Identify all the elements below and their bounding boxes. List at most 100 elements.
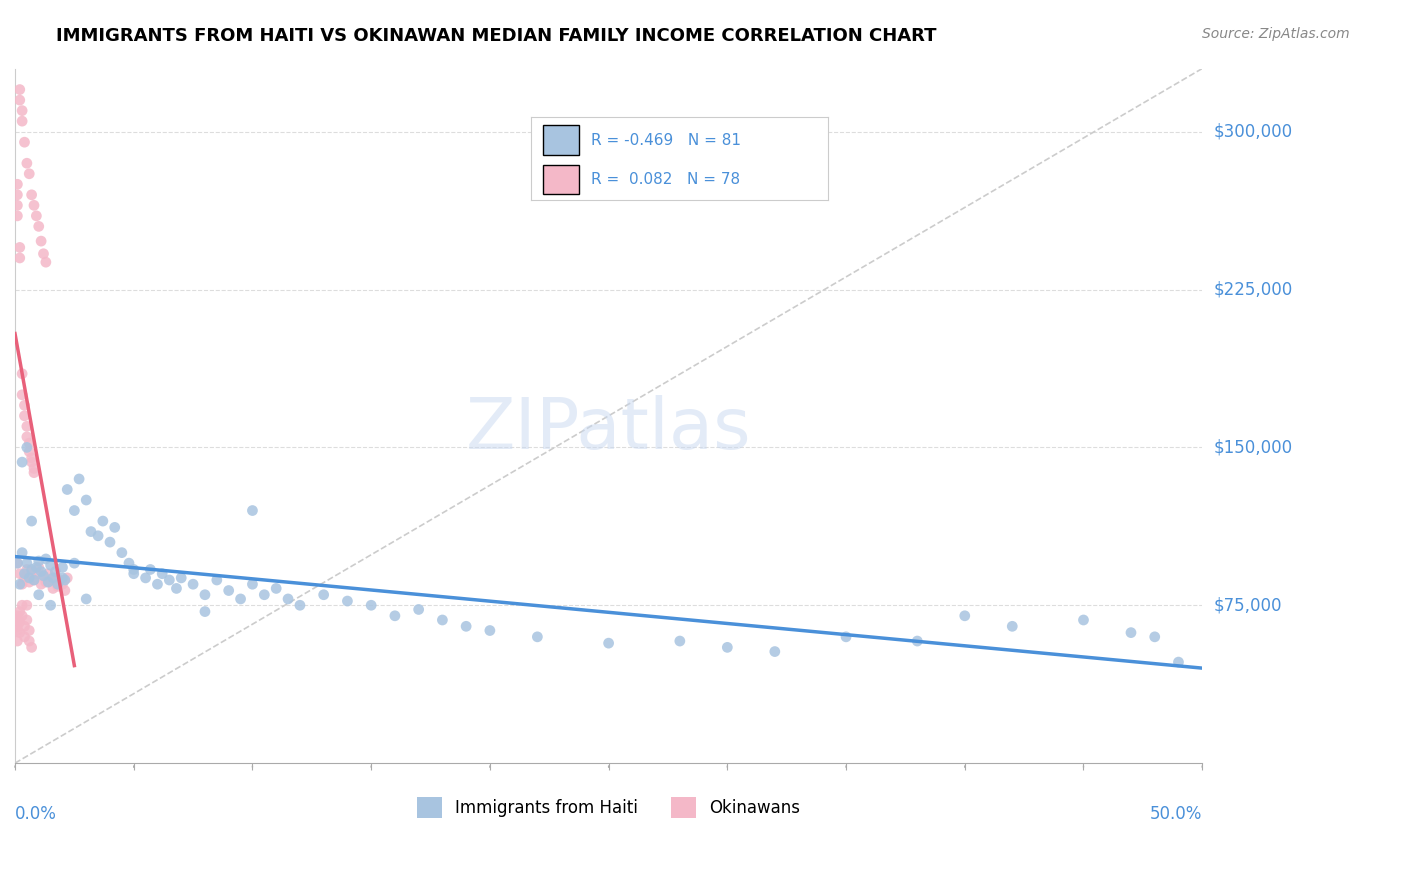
Point xyxy=(6,51,28,65)
Text: ZIPatlas: ZIPatlas xyxy=(465,395,751,464)
Point xyxy=(25,209,48,223)
Point xyxy=(150,566,173,581)
Point xyxy=(432,613,454,627)
Point xyxy=(11,103,34,118)
Point xyxy=(11,455,34,469)
Point xyxy=(42,571,65,585)
Point xyxy=(53,583,76,598)
Point xyxy=(8,240,31,254)
Point xyxy=(157,573,180,587)
Point xyxy=(42,582,65,596)
Point xyxy=(15,556,38,570)
Point xyxy=(20,565,42,579)
Point xyxy=(32,246,55,260)
Point xyxy=(11,114,34,128)
Point xyxy=(46,577,69,591)
Point xyxy=(98,535,121,549)
Point xyxy=(6,619,28,633)
Point xyxy=(6,198,28,212)
Text: Source: ZipAtlas.com: Source: ZipAtlas.com xyxy=(1202,27,1350,41)
Point xyxy=(277,591,299,606)
Point xyxy=(22,461,45,475)
Point xyxy=(135,571,157,585)
Point xyxy=(1073,613,1095,627)
Point xyxy=(18,571,41,585)
Point xyxy=(28,588,51,602)
Point xyxy=(146,577,169,591)
Point xyxy=(91,514,114,528)
Point xyxy=(6,556,28,570)
Point xyxy=(56,483,79,497)
Point xyxy=(13,398,35,412)
Point xyxy=(49,573,72,587)
Point xyxy=(53,573,76,587)
Point xyxy=(20,562,42,576)
Point xyxy=(80,524,103,539)
Point xyxy=(6,29,28,44)
Point xyxy=(905,634,928,648)
Point xyxy=(478,624,501,638)
Point xyxy=(35,255,58,269)
Point xyxy=(716,640,738,655)
Point xyxy=(39,599,62,613)
Point xyxy=(763,644,786,658)
Point xyxy=(22,573,45,587)
Point xyxy=(44,571,66,585)
Point xyxy=(39,573,62,587)
Point xyxy=(30,577,52,591)
Text: IMMIGRANTS FROM HAITI VS OKINAWAN MEDIAN FAMILY INCOME CORRELATION CHART: IMMIGRANTS FROM HAITI VS OKINAWAN MEDIAN… xyxy=(56,27,936,45)
Point xyxy=(242,503,264,517)
Point xyxy=(8,577,31,591)
Point xyxy=(1001,619,1024,633)
Point xyxy=(13,571,35,585)
Point xyxy=(166,582,188,596)
Point xyxy=(170,571,193,585)
Point xyxy=(8,615,31,629)
Point xyxy=(28,219,51,234)
Point xyxy=(15,613,38,627)
Point xyxy=(25,560,48,574)
Point xyxy=(181,577,204,591)
Point xyxy=(15,562,38,576)
Point xyxy=(111,546,134,560)
Point xyxy=(139,562,162,576)
Point xyxy=(669,634,692,648)
Point xyxy=(11,577,34,591)
Point xyxy=(11,599,34,613)
Point xyxy=(30,565,52,579)
Point xyxy=(20,640,42,655)
Point xyxy=(39,558,62,573)
Point xyxy=(288,599,311,613)
Point xyxy=(11,546,34,560)
Point xyxy=(13,566,35,581)
Point xyxy=(22,466,45,480)
Point xyxy=(32,569,55,583)
Point xyxy=(6,556,28,570)
Point xyxy=(1143,630,1166,644)
Point xyxy=(8,82,31,96)
Point xyxy=(15,156,38,170)
Point xyxy=(194,588,217,602)
Point xyxy=(205,573,228,587)
Point xyxy=(67,472,90,486)
Point xyxy=(20,514,42,528)
Point xyxy=(104,520,127,534)
Point xyxy=(15,599,38,613)
Point xyxy=(6,209,28,223)
Point xyxy=(51,577,73,591)
Point xyxy=(526,630,548,644)
Point xyxy=(18,624,41,638)
Point xyxy=(13,630,35,644)
Point xyxy=(18,167,41,181)
Point xyxy=(8,625,31,640)
Point xyxy=(75,591,97,606)
Text: $225,000: $225,000 xyxy=(1213,280,1292,299)
Point xyxy=(194,605,217,619)
Point xyxy=(122,562,145,576)
Point xyxy=(8,251,31,265)
Point xyxy=(1167,655,1189,669)
Point xyxy=(22,573,45,587)
Point xyxy=(18,634,41,648)
Text: $150,000: $150,000 xyxy=(1213,438,1292,457)
Point xyxy=(408,602,430,616)
